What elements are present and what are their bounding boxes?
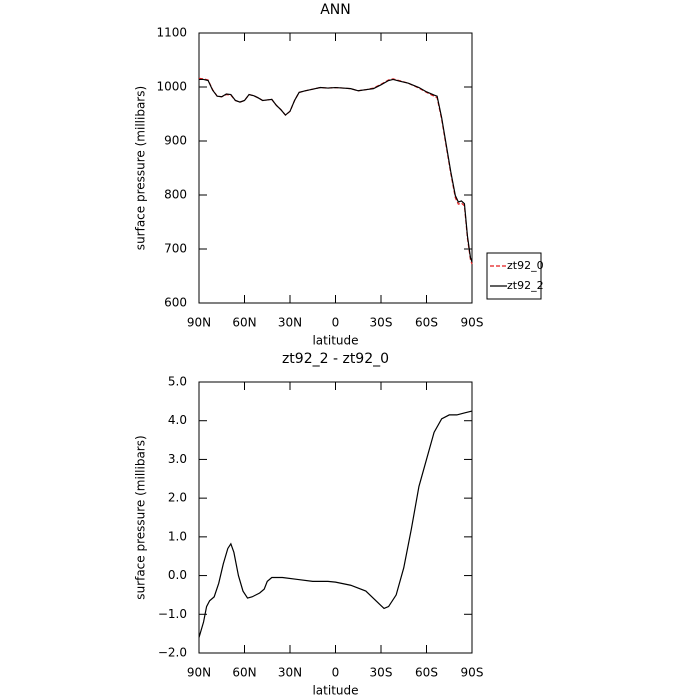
y-tick-label: 1.0: [168, 529, 187, 543]
x-axis-label: latitude: [312, 684, 358, 698]
x-tick-label: 0: [332, 316, 340, 330]
x-tick-label: 30N: [278, 316, 302, 330]
x-tick-label: 30S: [370, 316, 393, 330]
plot-frame: [198, 381, 473, 654]
x-tick-label: 0: [332, 666, 340, 680]
series-line: [198, 410, 473, 638]
y-tick-label: 3.0: [168, 452, 187, 466]
y-tick-label: 4.0: [168, 413, 187, 427]
series-line: [198, 77, 473, 265]
y-tick-label: 1000: [156, 80, 187, 94]
y-tick-label: 0.0: [168, 568, 187, 582]
y-tick-label: 900: [164, 134, 187, 148]
y-tick-label: 5.0: [168, 375, 187, 389]
x-tick-label: 30S: [370, 666, 393, 680]
y-tick-label: 600: [164, 296, 187, 310]
x-tick-label: 90S: [461, 316, 484, 330]
y-tick-label: −2.0: [158, 646, 187, 660]
y-tick-label: 800: [164, 188, 187, 202]
chart-title: zt92_2 - zt92_0: [282, 351, 389, 367]
plot-frame: [198, 32, 473, 304]
x-tick-label: 60S: [415, 666, 438, 680]
series-line: [199, 78, 473, 263]
legend-label: zt92_2: [507, 279, 544, 292]
x-tick-label: 90N: [187, 316, 211, 330]
y-tick-label: 700: [164, 242, 187, 256]
y-axis-label: surface pressure (millibars): [134, 435, 148, 599]
y-tick-label: 1100: [156, 26, 187, 40]
x-tick-label: 90N: [187, 666, 211, 680]
x-tick-label: 90S: [461, 666, 484, 680]
y-axis-label: surface pressure (millibars): [134, 86, 148, 250]
y-tick-label: −1.0: [158, 607, 187, 621]
x-tick-label: 30N: [278, 666, 302, 680]
chart-title: ANN: [320, 2, 351, 18]
y-tick-label: 2.0: [168, 491, 187, 505]
x-tick-label: 60N: [232, 666, 256, 680]
legend-label: zt92_0: [507, 259, 544, 272]
x-tick-label: 60S: [415, 316, 438, 330]
x-axis-label: latitude: [312, 334, 358, 348]
x-tick-label: 60N: [232, 316, 256, 330]
legend-box: [486, 252, 542, 300]
